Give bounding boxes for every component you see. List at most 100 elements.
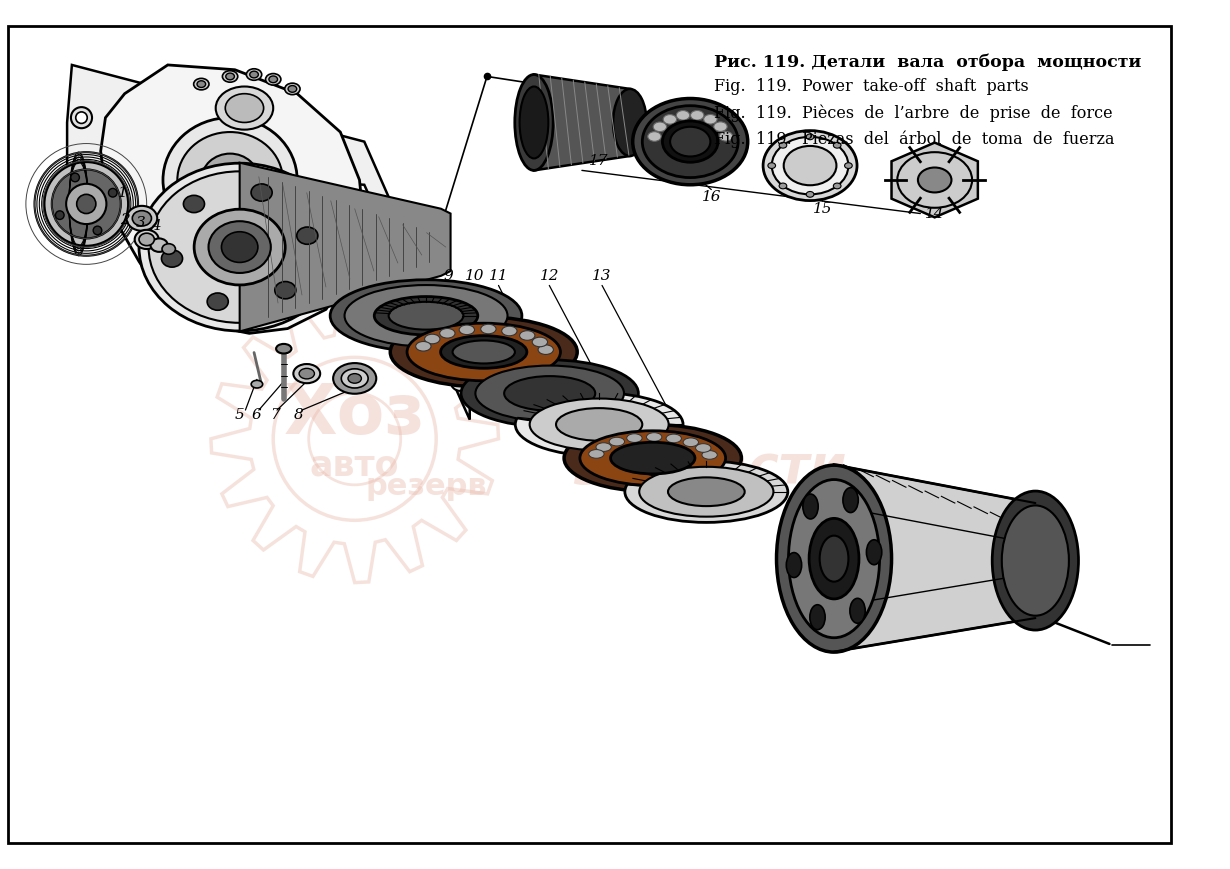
Ellipse shape [515,75,554,170]
Ellipse shape [288,85,296,92]
Ellipse shape [135,229,159,249]
Ellipse shape [845,163,852,169]
Ellipse shape [416,342,430,351]
Ellipse shape [193,78,209,90]
Ellipse shape [221,232,258,262]
Ellipse shape [450,372,470,391]
Ellipse shape [250,71,258,78]
Ellipse shape [127,206,157,231]
Ellipse shape [648,132,662,142]
Ellipse shape [202,154,258,206]
Text: 8: 8 [294,408,304,421]
Ellipse shape [533,337,547,347]
Ellipse shape [269,76,278,83]
Ellipse shape [225,94,263,123]
Ellipse shape [194,209,285,285]
Ellipse shape [690,110,704,120]
Ellipse shape [788,480,879,638]
Ellipse shape [834,143,841,148]
Text: авто: авто [458,362,558,401]
Ellipse shape [663,115,676,124]
Text: 4: 4 [151,219,161,233]
Polygon shape [68,65,470,420]
Ellipse shape [653,122,667,131]
Ellipse shape [455,376,465,386]
Ellipse shape [579,431,726,486]
Ellipse shape [459,325,475,335]
Ellipse shape [609,437,625,446]
Ellipse shape [1001,506,1069,615]
Ellipse shape [440,335,526,368]
Ellipse shape [374,296,477,335]
Ellipse shape [226,73,235,80]
Ellipse shape [330,280,522,352]
Ellipse shape [245,232,293,272]
Ellipse shape [71,173,80,182]
Ellipse shape [348,374,362,383]
Ellipse shape [565,425,742,492]
Ellipse shape [647,433,662,441]
Ellipse shape [502,326,517,335]
Ellipse shape [284,83,300,95]
Ellipse shape [76,112,87,123]
Ellipse shape [713,122,727,131]
Ellipse shape [207,293,229,310]
Ellipse shape [610,442,695,474]
Text: 10: 10 [465,269,485,282]
Ellipse shape [642,106,738,177]
Ellipse shape [476,366,624,421]
Polygon shape [240,163,450,331]
Text: Fig.  119.  Pièces  de  l’arbre  de  prise  de  force: Fig. 119. Pièces de l’arbre de prise de … [715,104,1113,122]
Ellipse shape [704,115,717,124]
Ellipse shape [461,360,638,427]
Ellipse shape [341,368,368,388]
Ellipse shape [556,408,642,441]
Ellipse shape [251,184,272,202]
Ellipse shape [625,461,788,522]
Ellipse shape [819,535,849,581]
Ellipse shape [439,328,455,338]
Ellipse shape [768,163,776,169]
Ellipse shape [71,107,92,129]
Ellipse shape [251,381,263,388]
Ellipse shape [133,210,151,226]
Ellipse shape [453,341,515,363]
Ellipse shape [209,222,271,273]
Ellipse shape [589,449,604,458]
Polygon shape [892,143,978,217]
Ellipse shape [806,191,814,197]
Ellipse shape [597,443,611,451]
Ellipse shape [481,324,496,334]
Ellipse shape [223,70,237,83]
Ellipse shape [183,196,204,213]
Text: 9: 9 [444,269,454,282]
Text: 15: 15 [813,202,833,216]
Ellipse shape [215,167,245,194]
Ellipse shape [44,162,128,246]
Ellipse shape [702,451,717,459]
Ellipse shape [676,110,690,120]
Text: 11: 11 [488,269,508,282]
Ellipse shape [786,553,802,578]
Ellipse shape [139,233,154,246]
Ellipse shape [803,494,818,519]
Ellipse shape [333,363,376,394]
Text: 1: 1 [118,186,128,201]
Text: 12: 12 [540,269,560,282]
Ellipse shape [162,117,298,242]
Ellipse shape [276,344,292,354]
Ellipse shape [918,168,952,192]
Ellipse shape [784,146,836,185]
Ellipse shape [720,131,733,141]
Ellipse shape [834,183,841,189]
Ellipse shape [504,376,595,411]
Ellipse shape [93,226,102,235]
Ellipse shape [519,87,549,158]
Text: авто: авто [310,448,400,482]
Ellipse shape [538,345,554,355]
Ellipse shape [993,491,1079,630]
Ellipse shape [407,323,561,381]
Ellipse shape [683,438,699,447]
Text: резерв: резерв [365,472,487,501]
Ellipse shape [108,189,117,197]
